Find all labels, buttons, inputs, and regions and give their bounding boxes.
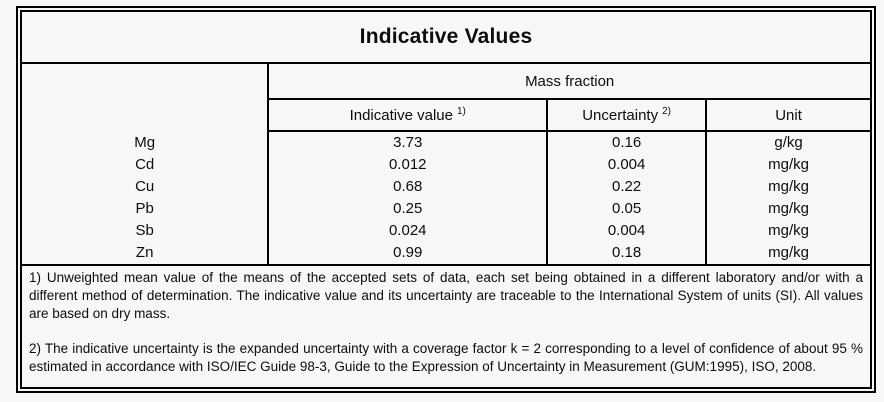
indicative-value-cell: 0.012 bbox=[267, 154, 548, 176]
column-header-uncertainty: Uncertainty 2) bbox=[546, 99, 707, 132]
table-row-sb: Sb 0.024 0.004 mg/kg bbox=[21, 220, 871, 242]
table-row-mg: Mg 3.73 0.16 g/kg bbox=[21, 131, 871, 154]
unit-cell: mg/kg bbox=[705, 154, 871, 176]
page-title: Indicative Values bbox=[21, 11, 871, 64]
footnotes-section: 1) Unweighted mean value of the means of… bbox=[21, 264, 871, 388]
unit-cell: mg/kg bbox=[705, 242, 871, 265]
unit-cell: g/kg bbox=[705, 131, 871, 154]
uncertainty-cell: 0.18 bbox=[546, 242, 707, 265]
element-cell: Mg bbox=[134, 133, 156, 151]
element-cell: Cu bbox=[135, 178, 155, 195]
title-row: Indicative Values bbox=[21, 11, 871, 64]
column-header-unit: Unit bbox=[705, 99, 871, 132]
unit-cell: mg/kg bbox=[705, 220, 871, 242]
table-row-zn: Zn 0.99 0.18 mg/kg bbox=[21, 242, 871, 265]
column-header-indicative-value: Indicative value 1) bbox=[268, 99, 548, 132]
indicative-value-cell: 0.99 bbox=[267, 242, 548, 265]
unit-cell: mg/kg bbox=[705, 176, 871, 198]
footnote-ref-2: 2) bbox=[662, 105, 671, 117]
element-cell: Zn bbox=[135, 244, 154, 261]
uncertainty-cell: 0.05 bbox=[546, 198, 707, 220]
unit-cell: mg/kg bbox=[705, 198, 871, 220]
indicative-value-cell: 0.68 bbox=[267, 176, 548, 198]
group-header-mass-fraction: Mass fraction bbox=[268, 63, 871, 100]
footnote-ref-1: 1) bbox=[456, 105, 466, 117]
uncertainty-cell: 0.22 bbox=[546, 176, 707, 198]
indicative-values-table: Indicative Values Mass fraction Indicati… bbox=[20, 10, 872, 389]
element-cell: Sb bbox=[135, 222, 154, 239]
footnote-1: 1) Unweighted mean value of the means of… bbox=[29, 270, 863, 321]
table-row-cd: Cd 0.012 0.004 mg/kg bbox=[21, 154, 871, 176]
indicative-value-cell: 0.25 bbox=[267, 198, 548, 220]
element-column-header-empty bbox=[21, 63, 270, 131]
uncertainty-cell: 0.004 bbox=[546, 154, 707, 176]
column-header-indicative-value-label: Indicative value bbox=[349, 106, 453, 124]
uncertainty-cell: 0.004 bbox=[546, 220, 707, 242]
table-row-pb: Pb 0.25 0.05 mg/kg bbox=[21, 198, 871, 220]
element-cell: Pb bbox=[135, 200, 154, 217]
indicative-value-cell: 3.73 bbox=[267, 131, 548, 154]
footnotes-row: 1) Unweighted mean value of the means of… bbox=[21, 264, 871, 388]
table-row-cu: Cu 0.68 0.22 mg/kg bbox=[21, 176, 871, 198]
table-outer-frame: Indicative Values Mass fraction Indicati… bbox=[16, 6, 876, 393]
uncertainty-cell: 0.16 bbox=[546, 131, 707, 154]
indicative-value-cell: 0.024 bbox=[267, 220, 548, 242]
column-header-uncertainty-label: Uncertainty bbox=[582, 106, 659, 124]
element-cell: Cd bbox=[135, 156, 155, 173]
column-header-row: Indicative value 1) Uncertainty 2) Unit bbox=[21, 99, 871, 132]
group-header-row: Mass fraction bbox=[21, 63, 871, 131]
footnote-2: 2) The indicative uncertainty is the exp… bbox=[29, 341, 863, 374]
